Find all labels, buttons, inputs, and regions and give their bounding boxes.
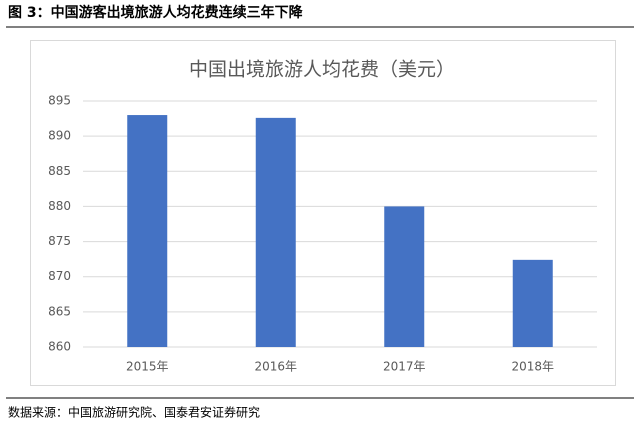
y-tick-label: 895 [48, 94, 71, 108]
chart-title: 中国出境旅游人均花费（美元） [189, 59, 455, 81]
y-tick-label: 885 [48, 164, 71, 178]
y-tick-label: 865 [48, 304, 71, 318]
x-tick-label: 2015年 [126, 360, 169, 374]
y-tick-label: 875 [48, 234, 71, 248]
x-tick-label: 2018年 [511, 360, 554, 374]
x-tick-label: 2016年 [254, 360, 297, 374]
y-tick-label: 870 [48, 269, 71, 283]
y-tick-label: 890 [48, 129, 71, 143]
y-tick-label: 880 [48, 199, 71, 213]
bar [384, 206, 425, 347]
bar [512, 259, 553, 347]
plot: 860 865 870 875 880 885 890 895 2015年 2016年 2017年 2… [48, 94, 597, 374]
bar [127, 115, 168, 347]
bar [255, 117, 296, 348]
x-tick-label: 2017年 [383, 360, 426, 374]
figure-caption: 图 3：中国游客出境旅游人均花费连续三年下降 [8, 4, 304, 21]
source-note: 数据来源：中国旅游研究院、国泰君安证券研究 [8, 405, 260, 420]
y-tick-label: 860 [48, 340, 71, 354]
